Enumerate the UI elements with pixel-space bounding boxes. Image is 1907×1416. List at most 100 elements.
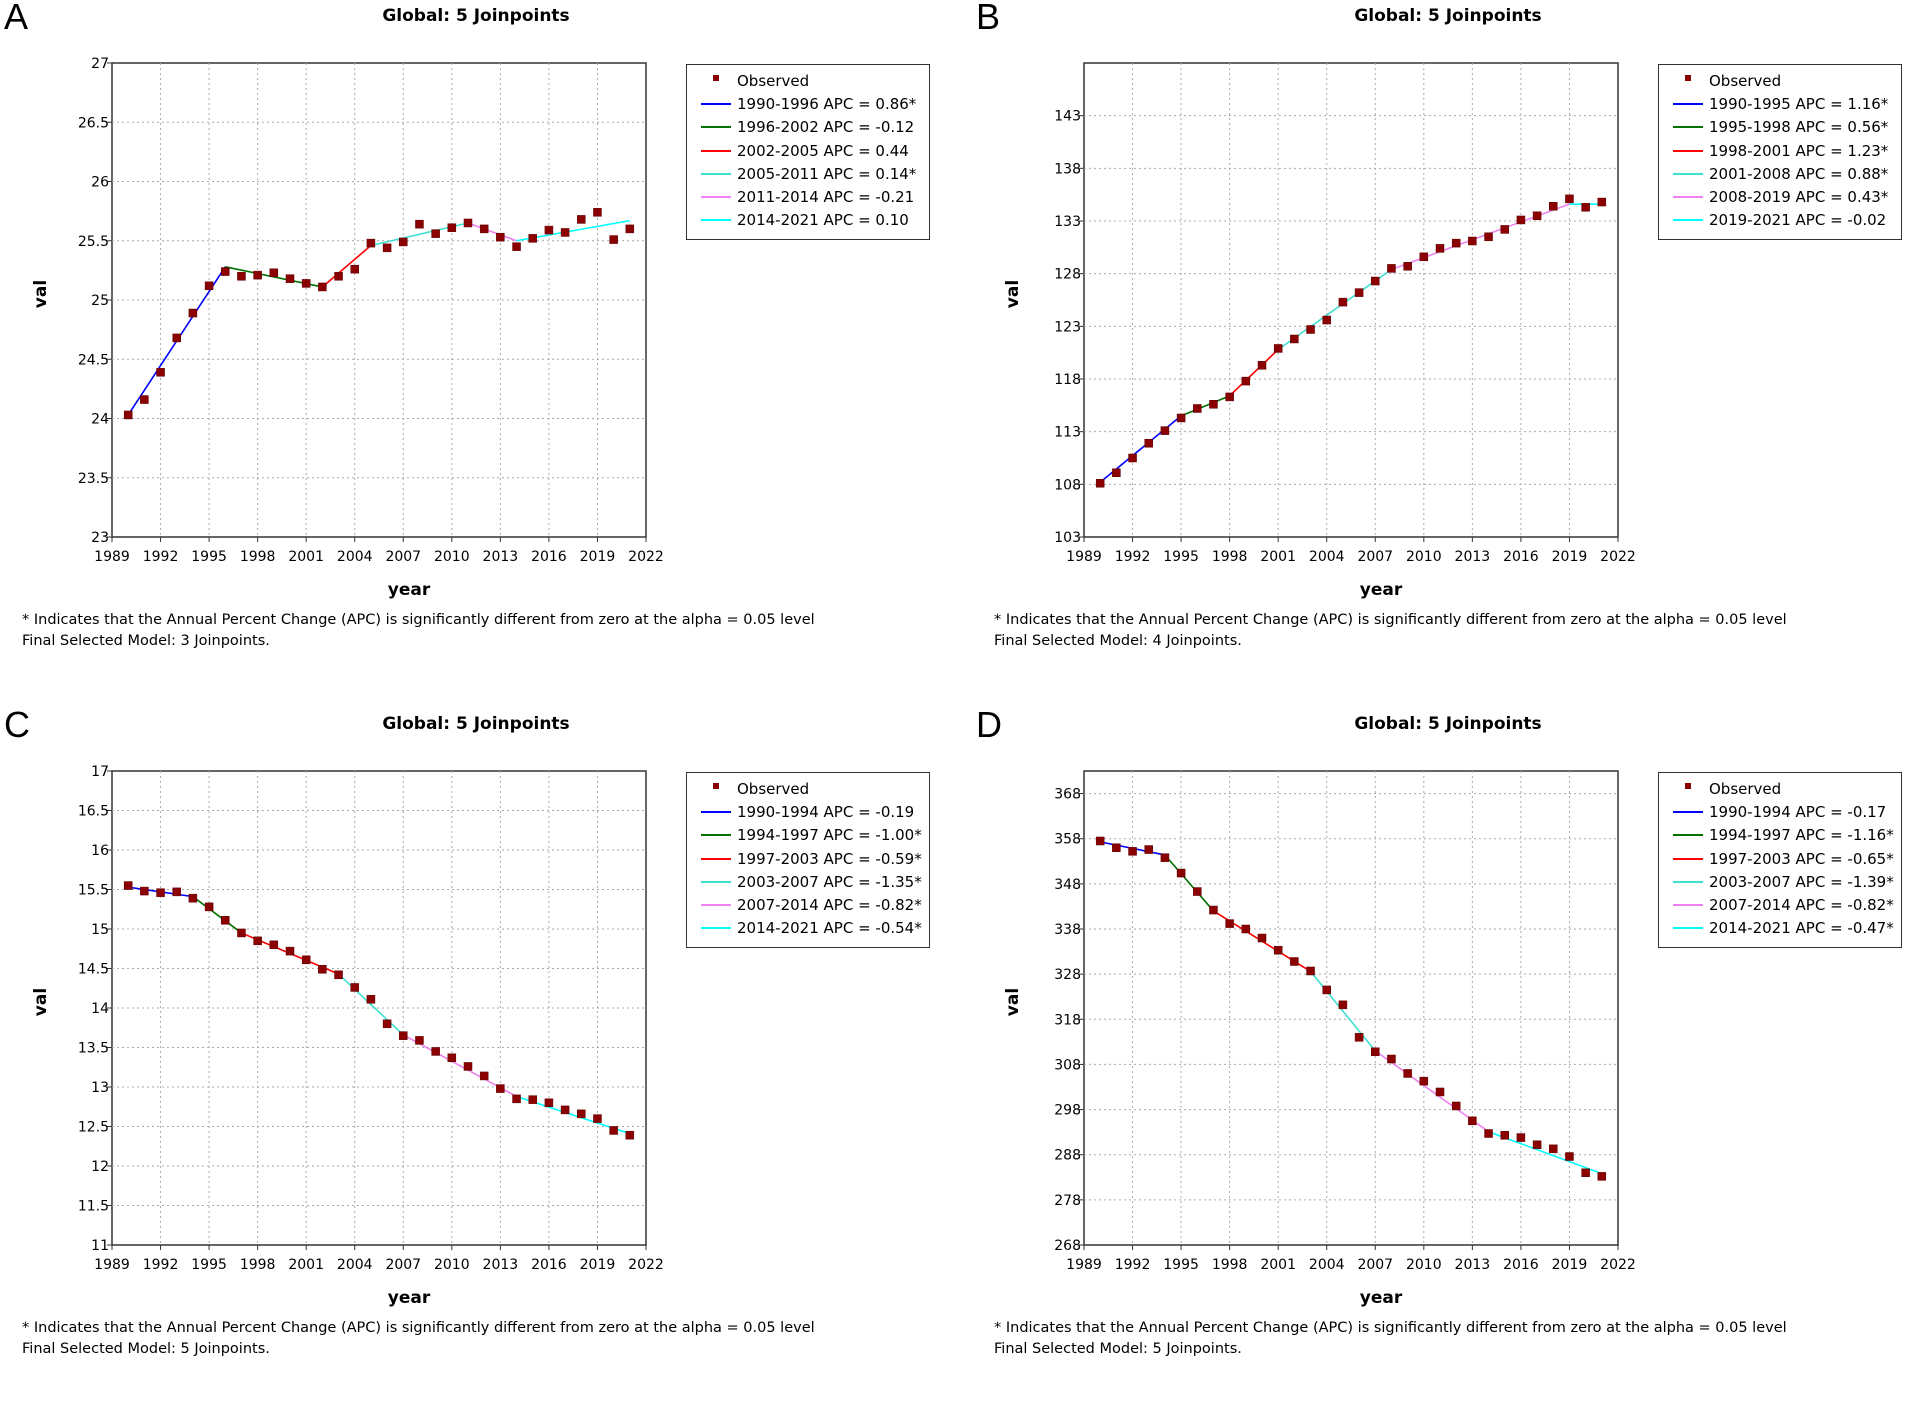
x-axis-label: year (1360, 1288, 1403, 1308)
x-tick-label: 2019 (580, 1257, 616, 1273)
chart-plot: 1989 1992 1995 1998 2001 2004 2007 2010 2013 2016… (1003, 770, 1636, 1308)
observed-point (1387, 264, 1396, 273)
x-tick-label: 1992 (143, 1257, 179, 1273)
legend-point-marker (713, 783, 719, 789)
chart-title-text: Global: 5 Joinpoints (1354, 6, 1542, 26)
x-tick-label: 2019 (1552, 1257, 1588, 1273)
observed-point (1403, 1069, 1412, 1078)
y-tick-label: 298 (1054, 1103, 1081, 1119)
x-axis-label: year (1360, 580, 1403, 600)
observed-point (1193, 404, 1202, 413)
y-tick-label: 14 (91, 1001, 109, 1017)
x-tick-label: 2007 (1357, 1257, 1393, 1273)
x-tick-label: 2004 (1309, 1257, 1345, 1273)
legend-item: 1990-1996 APC = 0.86* (687, 92, 929, 115)
legend-item: 1990-1995 APC = 1.16* (1659, 92, 1901, 115)
y-tick-label: 13.5 (78, 1041, 109, 1057)
observed-point (204, 281, 214, 291)
legend-item: 2008-2019 APC = 0.43* (1659, 185, 1901, 208)
x-tick-label: 2016 (1503, 1257, 1539, 1273)
observed-point (625, 1130, 635, 1140)
fitted-segment (337, 973, 404, 1036)
x-tick-label: 2004 (337, 1257, 373, 1273)
y-tick-label: 308 (1054, 1057, 1081, 1073)
panel-c: C Global: 5 Joinpoints 1989 1992 1995 1998 2… (0, 704, 972, 1416)
x-tick-label: 1995 (1163, 549, 1199, 565)
y-tick-label: 268 (1054, 1238, 1081, 1254)
y-tick-label: 25 (91, 293, 109, 309)
legend-line-swatch (701, 103, 731, 106)
y-tick-label: 288 (1054, 1148, 1081, 1164)
observed-point (1225, 919, 1234, 928)
observed-point (1257, 933, 1267, 943)
y-tick-label: 118 (1054, 372, 1081, 388)
legend-point-marker (1685, 783, 1691, 789)
x-tick-label: 1989 (94, 549, 130, 565)
x-tick-label: 2001 (288, 549, 324, 565)
observed-point (1128, 453, 1137, 463)
observed-point (1597, 1172, 1607, 1181)
observed-point (1354, 1033, 1364, 1042)
observed-point (609, 1126, 618, 1135)
legend-line-swatch (701, 834, 731, 837)
legend-label: 2005-2011 APC = 0.14* (737, 164, 917, 183)
y-tick-label: 15 (91, 922, 109, 938)
x-axis-label: year (388, 1288, 431, 1308)
legend-label: Observed (737, 72, 810, 90)
panel-d: D Global: 5 Joinpoints 1989 1992 1995 1998 2… (972, 704, 1907, 1416)
legend-line-swatch (701, 172, 731, 175)
x-tick-label: 2013 (483, 549, 519, 565)
legend-item: 2014-2021 APC = 0.10 (687, 208, 929, 231)
observed-point (1144, 439, 1153, 448)
observed-point (301, 955, 311, 965)
y-tick-label: 24.5 (78, 352, 109, 368)
y-tick-label: 16 (91, 843, 109, 859)
observed-point (1565, 1152, 1574, 1161)
y-tick-label: 14.5 (78, 962, 109, 978)
legend-item: 2003-2007 APC = -1.39* (1659, 870, 1901, 893)
observed-point (1549, 1144, 1558, 1154)
legend-label: 1997-2003 APC = -0.65* (1709, 849, 1894, 868)
observed-point (1371, 276, 1380, 286)
observed-point (1549, 202, 1558, 211)
x-tick-label: 2013 (1455, 549, 1491, 565)
significance-footnote: * Indicates that the Annual Percent Chan… (994, 612, 1787, 628)
observed-point (1338, 297, 1348, 307)
observed-point (1354, 288, 1364, 297)
legend: Observed 1990-1994 APC = -0.17 1994-1997 A… (1658, 772, 1902, 948)
x-tick-label: 1992 (143, 549, 179, 565)
observed-point (577, 215, 586, 224)
observed-point (1225, 392, 1234, 402)
legend-line-swatch (1673, 103, 1703, 106)
legend-label: 2014-2021 APC = 0.10 (737, 211, 909, 230)
legend-item: 1990-1994 APC = -0.19 (687, 800, 929, 823)
plot-area (1083, 770, 1619, 1246)
observed-point (1451, 1101, 1461, 1111)
legend-item: 1997-2003 APC = -0.65* (1659, 847, 1901, 870)
observed-point (1322, 985, 1331, 995)
legend-line-swatch (701, 126, 731, 129)
y-tick-label: 11.5 (78, 1199, 109, 1215)
x-tick-label: 2019 (1552, 549, 1588, 565)
legend-item: 1995-1998 APC = 0.56* (1659, 115, 1901, 138)
observed-point (1516, 215, 1526, 225)
x-tick-label: 2016 (531, 1257, 567, 1273)
observed-point (1193, 887, 1202, 896)
y-tick-label: 24 (91, 412, 109, 428)
observed-point (593, 1114, 602, 1123)
y-tick-label: 338 (1054, 922, 1081, 938)
legend-label: 1990-1994 APC = -0.17 (1709, 803, 1887, 822)
x-tick-label: 2004 (337, 549, 373, 565)
chart-plot: 1989 1992 1995 1998 2001 2004 2007 2010 2013 2016… (31, 764, 664, 1308)
legend-line-swatch (1673, 149, 1703, 152)
y-tick-label: 11 (91, 1238, 109, 1254)
legend-item: 2005-2011 APC = 0.14* (687, 162, 929, 185)
legend-item: 2002-2005 APC = 0.44 (687, 139, 929, 162)
observed-point (463, 1062, 473, 1071)
x-tick-label: 2022 (628, 1257, 664, 1273)
chart-plot: 1989 1992 1995 1998 2001 2004 2007 2010 2013 2016… (1003, 62, 1636, 600)
observed-point (1338, 1000, 1348, 1010)
fitted-segment (1180, 395, 1230, 417)
observed-point (269, 940, 279, 950)
legend-line-swatch (1673, 927, 1703, 930)
